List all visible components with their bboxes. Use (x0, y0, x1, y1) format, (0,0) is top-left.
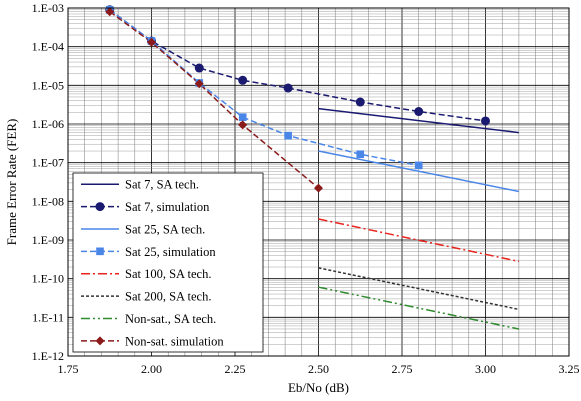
x-tick-label: 2.50 (308, 362, 329, 376)
legend-entry: Sat 7, simulation (125, 200, 210, 214)
x-tick-label: 2.25 (225, 362, 246, 376)
series-line-1 (109, 9, 486, 122)
y-tick-label: 1.E-07 (32, 156, 64, 170)
x-tick-label: 3.25 (559, 362, 580, 376)
legend-entry: Sat 25, SA tech. (125, 222, 205, 236)
y-axis-label: Frame Error Rate (FER) (4, 119, 19, 246)
square-marker (238, 113, 247, 122)
x-axis-ticks: 1.75 2.00 2.25 2.50 2.75 3.00 3.25 (58, 362, 580, 376)
legend-entry: Sat 200, SA tech. (125, 290, 211, 304)
legend: Sat 7, SA tech. Sat 7, simulation Sat 25, … (72, 172, 264, 353)
series-line-5 (318, 267, 520, 311)
series-line-4 (318, 218, 520, 263)
plot-frame (67, 7, 570, 357)
x-tick-label: 3.00 (475, 362, 496, 376)
y-tick-label: 1.E-04 (32, 40, 64, 54)
legend-entry: Sat 7, SA tech. (125, 178, 199, 192)
diamond-marker (147, 37, 156, 47)
circle-marker (238, 75, 248, 85)
circle-marker (283, 83, 293, 93)
circle-marker (481, 116, 490, 126)
circle-marker (194, 63, 204, 73)
x-tick-label: 1.75 (58, 362, 79, 376)
y-tick-label: 1.E-11 (32, 310, 64, 324)
diamond-marker (238, 120, 248, 130)
series-line-7 (109, 11, 319, 189)
legend-entry: Non-sat., SA tech. (125, 312, 216, 326)
diamond-marker (194, 79, 204, 89)
legend-entry: Sat 25, simulation (125, 245, 216, 259)
series-markers (105, 5, 490, 193)
y-tick-label: 1.E-09 (32, 233, 64, 247)
circle-marker (414, 107, 424, 117)
diamond-marker (105, 7, 115, 17)
legend-entry: Non-sat. simulation (125, 334, 224, 348)
y-tick-label: 1.E-12 (32, 349, 64, 363)
x-tick-label: 2.00 (141, 362, 162, 376)
diamond-marker (95, 336, 105, 346)
y-axis-ticks: 1.E-03 1.E-04 1.E-05 1.E-06 1.E-07 1.E-08 1.E-… (32, 1, 64, 363)
x-tick-label: 2.75 (392, 362, 413, 376)
series-lines (109, 9, 520, 330)
y-tick-label: 1.E-05 (32, 78, 64, 92)
square-marker (414, 161, 423, 170)
legend-entry: Sat 100, SA tech. (125, 267, 211, 281)
x-axis-label: Eb/No (dB) (288, 380, 349, 395)
y-tick-label: 1.E-06 (32, 117, 64, 131)
series-line-0 (318, 107, 519, 134)
y-tick-label: 1.E-10 (32, 272, 64, 286)
circle-marker (355, 97, 365, 107)
legend-box (72, 172, 264, 353)
series-line-2 (318, 150, 520, 193)
circle-marker (95, 202, 105, 212)
y-tick-label: 1.E-08 (32, 194, 64, 208)
square-marker (96, 247, 104, 256)
y-tick-label: 1.E-03 (32, 1, 64, 15)
square-marker (284, 131, 292, 140)
diamond-marker (314, 183, 323, 193)
series-line-6 (318, 286, 520, 330)
square-marker (356, 150, 365, 159)
